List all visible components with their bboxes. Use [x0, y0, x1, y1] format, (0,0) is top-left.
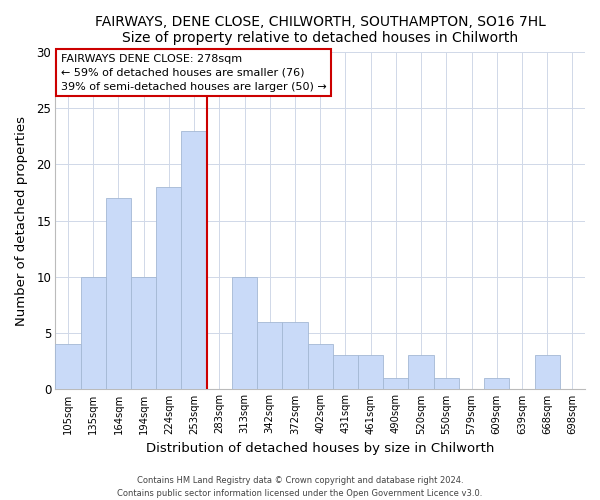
X-axis label: Distribution of detached houses by size in Chilworth: Distribution of detached houses by size …	[146, 442, 494, 455]
Bar	[80, 276, 106, 389]
Bar	[257, 322, 283, 389]
Bar	[383, 378, 409, 389]
Title: FAIRWAYS, DENE CLOSE, CHILWORTH, SOUTHAMPTON, SO16 7HL
Size of property relative: FAIRWAYS, DENE CLOSE, CHILWORTH, SOUTHAM…	[95, 15, 545, 45]
Bar	[535, 356, 560, 389]
Bar	[409, 356, 434, 389]
Bar	[131, 276, 156, 389]
Bar	[484, 378, 509, 389]
Bar	[283, 322, 308, 389]
Bar	[181, 130, 206, 389]
Bar	[156, 187, 181, 389]
Bar	[308, 344, 333, 389]
Y-axis label: Number of detached properties: Number of detached properties	[15, 116, 28, 326]
Bar	[333, 356, 358, 389]
Bar	[358, 356, 383, 389]
Text: Contains HM Land Registry data © Crown copyright and database right 2024.
Contai: Contains HM Land Registry data © Crown c…	[118, 476, 482, 498]
Text: FAIRWAYS DENE CLOSE: 278sqm
← 59% of detached houses are smaller (76)
39% of sem: FAIRWAYS DENE CLOSE: 278sqm ← 59% of det…	[61, 54, 326, 92]
Bar	[232, 276, 257, 389]
Bar	[106, 198, 131, 389]
Bar	[55, 344, 80, 389]
Bar	[434, 378, 459, 389]
